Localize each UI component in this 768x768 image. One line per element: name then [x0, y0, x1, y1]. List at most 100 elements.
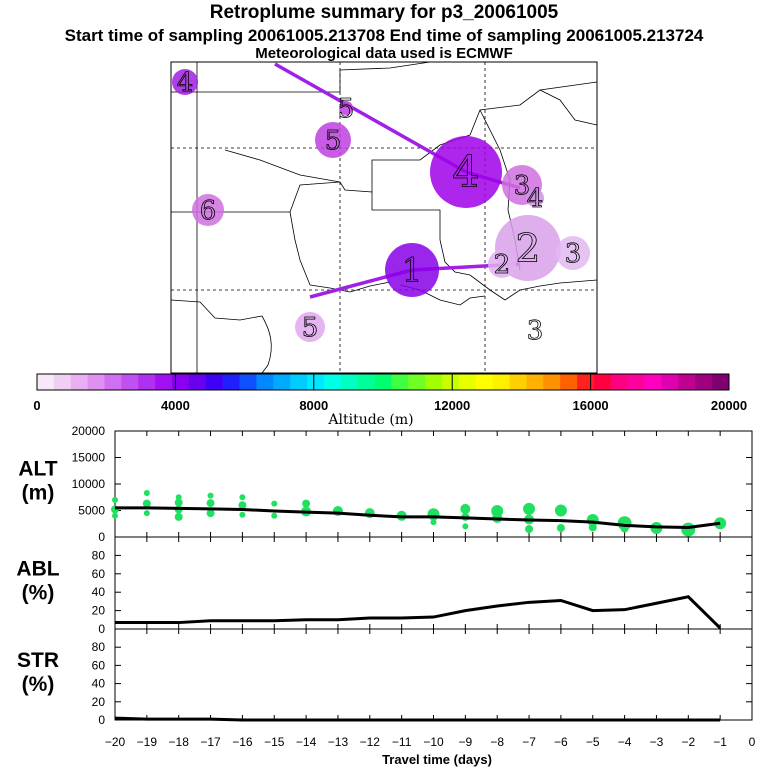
colorbar-segment	[188, 374, 207, 390]
x-tick-label: −12	[360, 735, 381, 749]
colorbar-tick-label: 12000	[434, 398, 470, 413]
trajectory-marker-label: 2	[515, 226, 540, 272]
colorbar-segment	[593, 374, 612, 390]
colorbar-segment	[323, 374, 342, 390]
y-tick-label: 80	[92, 640, 106, 654]
colorbar-tick-labels: 0 4000 8000 12000 16000 20000	[33, 374, 747, 413]
alt-scatter-point	[142, 499, 151, 508]
colorbar-segment	[509, 374, 527, 390]
series-line-abl	[115, 595, 722, 630]
x-tick-label: −1	[713, 735, 727, 749]
map-boundaries	[170, 61, 598, 374]
colorbar-segment	[222, 374, 241, 390]
colorbar-tick-label: 0	[33, 398, 40, 413]
colorbar-tick-label: 16000	[573, 398, 609, 413]
x-tick-label: −15	[264, 735, 285, 749]
x-tick-label: −17	[200, 735, 221, 749]
trajectory-marker: 4	[430, 136, 502, 208]
trajectory-marker-circle	[192, 194, 224, 226]
alt-scatter-point	[588, 523, 597, 532]
alt-scatter-point	[239, 494, 246, 501]
alt-scatter-point	[112, 496, 118, 503]
x-tick-label: 0	[749, 735, 756, 749]
colorbar-segment	[492, 374, 511, 390]
trajectory-marker-label: 6	[200, 196, 217, 226]
x-axis-label: Travel time (days)	[382, 752, 492, 767]
trajectory-marker-circle	[295, 312, 325, 342]
alt-scatter-point	[239, 511, 246, 518]
colorbar-segment	[340, 374, 359, 390]
colorbar-segment	[53, 374, 72, 390]
colorbar-tick-label: 4000	[161, 398, 190, 413]
x-tick-label: −2	[681, 735, 695, 749]
alt-scatter-point	[174, 512, 183, 521]
colorbar-segment	[475, 374, 494, 390]
colorbar-segment	[37, 374, 55, 390]
y-tick-label: 60	[92, 658, 106, 672]
panel-ylabel: ABL	[16, 558, 59, 581]
panel-frame	[114, 536, 753, 630]
trajectory-marker-label: 3	[514, 171, 531, 201]
trajectory-marker-label: 5	[302, 313, 319, 343]
trajectory-marker: 2	[488, 250, 516, 281]
alt-scatter-point	[271, 512, 278, 519]
colorbar-segment	[560, 374, 578, 390]
panel-frame	[114, 628, 753, 721]
colorbar-segment	[172, 374, 190, 390]
x-tick-label: −14	[296, 735, 317, 749]
alt-scatter-point	[681, 522, 696, 537]
map-graticule	[171, 62, 597, 373]
x-tick-label: −11	[392, 735, 412, 749]
colorbar-segment	[138, 374, 156, 390]
x-tick-label: −18	[169, 735, 190, 749]
trajectory-marker-circle	[488, 250, 516, 278]
x-tick-label: −3	[650, 735, 664, 749]
trajectory-marker-circle	[556, 236, 590, 270]
series-line-alt	[115, 506, 721, 529]
trajectory-marker: 6	[192, 194, 224, 227]
alt-scatter-point	[112, 512, 118, 519]
x-tick-label: −7	[522, 735, 536, 749]
panel-alt: 0 5000 10000 15000 20000 ALT(m)	[18, 424, 753, 544]
alt-scatter-point	[554, 504, 567, 517]
colorbar-segment	[239, 374, 257, 390]
trajectory-marker-circle	[385, 243, 439, 297]
colorbar-segment	[712, 374, 730, 390]
panel-ylabel: (%)	[22, 673, 55, 696]
trajectory-marker-label: 5	[325, 126, 342, 156]
alt-scatter-point	[143, 490, 150, 497]
alt-scatter-point	[206, 509, 215, 518]
colorbar-segment	[87, 374, 106, 390]
alt-scatter-point	[175, 494, 182, 501]
panel-ylabel: STR	[17, 649, 59, 672]
trajectory-marker-label: 4	[177, 68, 194, 98]
alt-scatter-point	[271, 500, 278, 507]
alt-scatter-point	[143, 510, 150, 517]
y-tick-label: 40	[92, 585, 106, 599]
trajectory-marker-label: 3	[527, 316, 544, 346]
trajectory-marker-circle	[339, 101, 353, 115]
alt-scatter-point	[207, 492, 214, 499]
colorbar-tick-label: 20000	[711, 398, 747, 413]
colorbar-segment	[273, 374, 291, 390]
alt-scatter-point	[523, 502, 536, 515]
x-tick-label: −19	[137, 735, 158, 749]
trajectory-marker: 5	[295, 312, 325, 344]
alt-scatter-point	[238, 501, 247, 510]
colorbar-segment	[307, 374, 325, 390]
trajectory-marker-circle	[526, 189, 544, 207]
x-tick-label: −20	[105, 735, 126, 749]
colorbar-segment	[442, 374, 460, 390]
y-tick-label: 40	[92, 677, 106, 691]
alt-scatter-point	[430, 519, 437, 526]
y-tick-label: 20	[92, 604, 106, 618]
colorbar-segment	[661, 374, 679, 390]
trajectory-marker-circle	[172, 69, 198, 95]
colorbar-segment	[644, 374, 662, 390]
alt-scatter-point	[206, 499, 215, 508]
x-tick-label: −4	[618, 735, 632, 749]
x-tick-label: −13	[328, 735, 349, 749]
